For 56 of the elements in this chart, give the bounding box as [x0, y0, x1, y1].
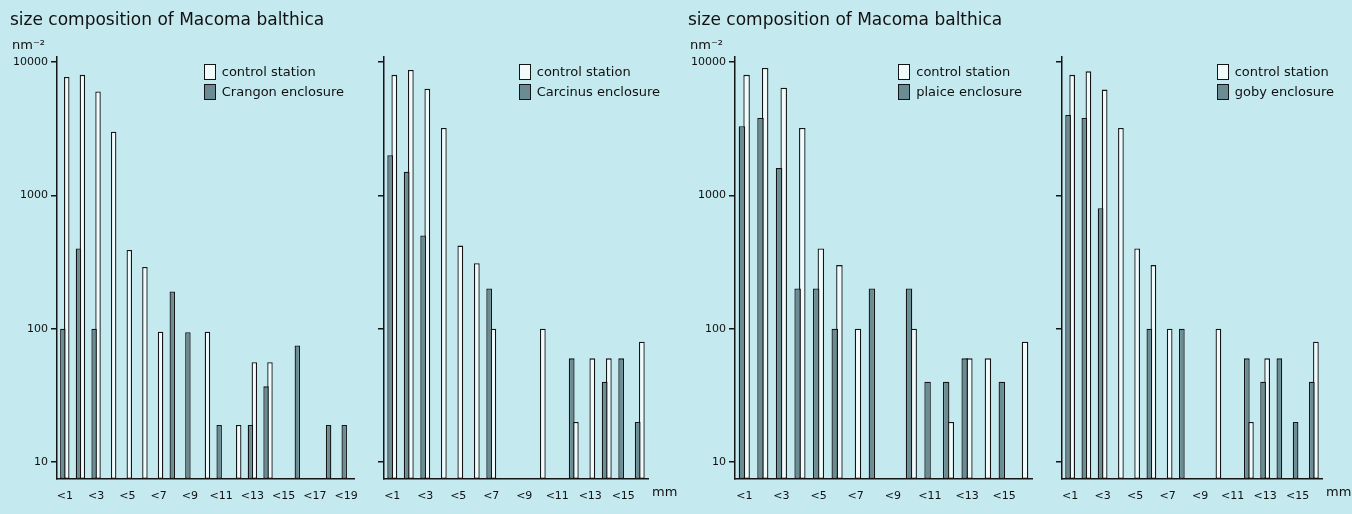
- x-tick-label: <9: [884, 489, 901, 503]
- legend-label: control station: [536, 63, 631, 81]
- x-tick-label: <11: [1221, 489, 1245, 503]
- x-tick-label: <3: [417, 489, 434, 503]
- x-tick-label: <19: [334, 489, 358, 503]
- y-tick-label: 1000: [697, 188, 726, 202]
- y-tick-label: 100: [26, 321, 48, 335]
- x-axis-title: mm: [652, 484, 678, 500]
- y-tick-label: 100: [704, 321, 726, 335]
- x-tick-label: <15: [992, 489, 1016, 503]
- x-axis-title: mm: [1326, 484, 1352, 500]
- x-tick-label: <13: [1253, 489, 1277, 503]
- x-tick-label: <7: [150, 489, 167, 503]
- chart-title: size composition of Macoma balthica: [10, 8, 325, 29]
- y-tick-label: 1000: [19, 188, 48, 202]
- chart-title: size composition of Macoma balthica: [688, 8, 1003, 29]
- y-tick-label: 10: [711, 454, 726, 468]
- x-tick-label: <11: [545, 489, 569, 503]
- x-tick-label: <11: [209, 489, 233, 503]
- legend-label: Crangon enclosure: [221, 83, 344, 101]
- y-tick-label: 10000: [12, 54, 48, 68]
- x-tick-label: <11: [918, 489, 942, 503]
- x-tick-label: <3: [87, 489, 105, 503]
- x-tick-label: <9: [181, 489, 198, 503]
- x-tick-label: <9: [1192, 489, 1209, 503]
- x-tick-label: <1: [736, 489, 753, 503]
- x-tick-label: <15: [611, 489, 635, 503]
- y-axis-title: nm⁻²: [690, 37, 723, 53]
- x-tick-label: <13: [240, 489, 264, 503]
- x-tick-label: <5: [810, 489, 827, 503]
- y-tick-label: 10000: [690, 54, 726, 68]
- x-tick-label: <5: [450, 489, 467, 503]
- x-tick-label: <5: [1127, 489, 1144, 503]
- legend-label: goby enclosure: [1234, 83, 1334, 101]
- legend-label: control station: [1234, 63, 1329, 81]
- legend-label: control station: [916, 63, 1011, 81]
- legend-label: control station: [221, 63, 316, 81]
- x-tick-label: <3: [1094, 489, 1111, 503]
- x-tick-label: <1: [56, 489, 73, 503]
- x-tick-label: <1: [1062, 489, 1079, 503]
- legend-label: Carcinus enclosure: [536, 83, 660, 101]
- x-tick-label: <7: [1159, 489, 1176, 503]
- x-tick-label: <15: [272, 489, 296, 503]
- x-tick-label: <3: [773, 489, 790, 503]
- x-tick-label: <1: [384, 489, 401, 503]
- x-tick-label: <13: [578, 489, 602, 503]
- x-tick-label: <7: [847, 489, 864, 503]
- y-axis-title: nm⁻²: [12, 37, 45, 53]
- x-tick-label: <9: [516, 489, 533, 503]
- x-tick-label: <13: [955, 489, 979, 503]
- x-tick-label: <15: [1286, 489, 1310, 503]
- x-tick-label: <7: [483, 489, 500, 503]
- x-tick-label: <17: [303, 489, 327, 503]
- y-tick-label: 10: [33, 454, 48, 468]
- x-tick-label: <5: [119, 489, 136, 503]
- legend-label: plaice enclosure: [916, 83, 1022, 101]
